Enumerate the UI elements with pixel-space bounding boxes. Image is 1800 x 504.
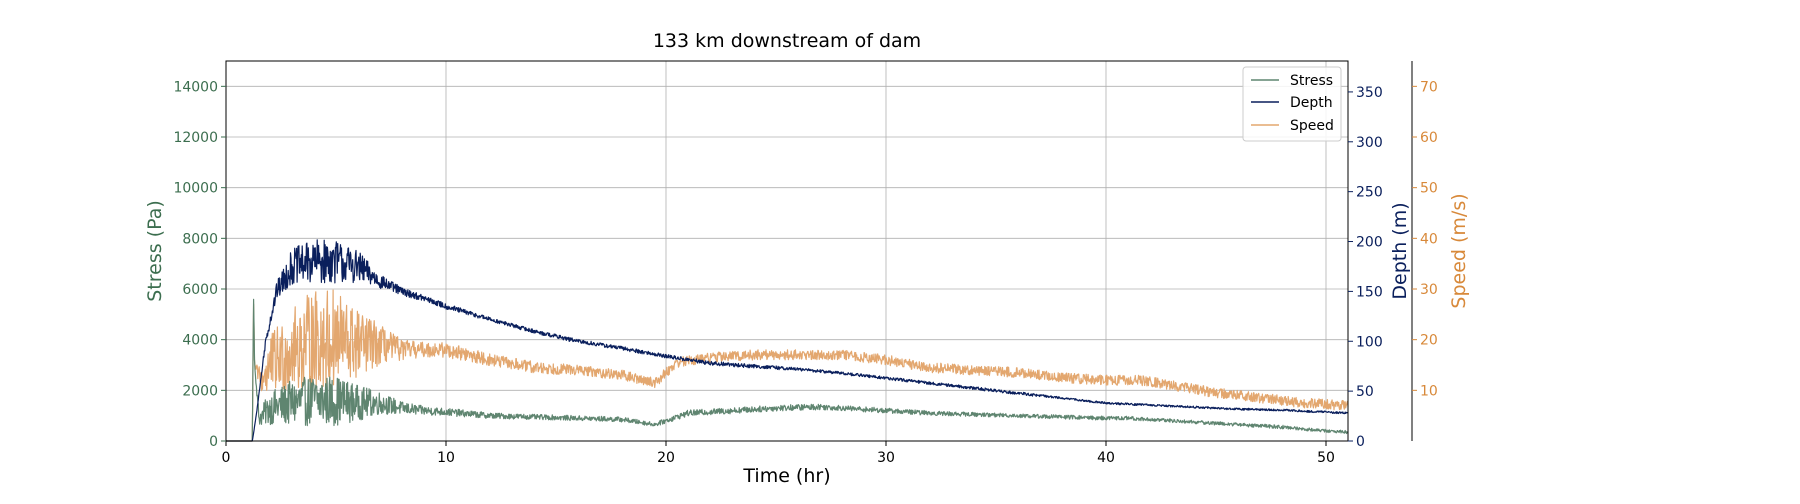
- chart-title: 133 km downstream of dam: [653, 30, 921, 52]
- depth-tick-label: 150: [1356, 284, 1383, 300]
- stress-tick-label: 4000: [182, 333, 218, 349]
- x-axis-label: Time (hr): [742, 465, 830, 487]
- plot-frame: [225, 60, 1349, 442]
- speed-tick-label: 10: [1420, 383, 1438, 399]
- stress-axis-label: Stress (Pa): [144, 200, 166, 302]
- stress-tick-label: 6000: [182, 282, 218, 298]
- x-tick-label: 40: [1097, 450, 1115, 466]
- depth-tick-label: 200: [1356, 235, 1383, 251]
- speed-tick-label: 60: [1420, 130, 1438, 146]
- series-layer: [225, 239, 1349, 442]
- series-stress-line: [225, 298, 1349, 442]
- stress-tick-label: 10000: [173, 181, 218, 197]
- axes: 0 10 20 30 40 5002000400060008000100001200014…: [173, 61, 1438, 466]
- x-tick-label: 30: [877, 450, 895, 466]
- depth-tick-label: 0: [1356, 434, 1365, 450]
- speed-tick-label: 40: [1420, 231, 1438, 247]
- speed-axis-label: Speed (m/s): [1448, 193, 1470, 308]
- depth-tick-label: 250: [1356, 185, 1383, 201]
- x-tick-label: 10: [437, 450, 455, 466]
- legend-stress-label: Stress: [1290, 73, 1333, 89]
- depth-tick-label: 300: [1356, 135, 1383, 151]
- legend-depth-label: Depth: [1290, 95, 1333, 111]
- depth-axis-label: Depth (m): [1389, 202, 1411, 299]
- speed-tick-label: 70: [1420, 79, 1438, 95]
- stress-tick-label: 0: [209, 434, 218, 450]
- x-tick-label: 0: [222, 450, 231, 466]
- depth-tick-label: 50: [1356, 384, 1374, 400]
- legend-speed-label: Speed: [1290, 118, 1334, 134]
- grid: [225, 61, 1348, 442]
- series-depth-line: [225, 239, 1349, 442]
- stress-tick-label: 14000: [173, 79, 218, 95]
- x-tick-label: 50: [1317, 450, 1335, 466]
- speed-tick-label: 50: [1420, 181, 1438, 197]
- legend-box: [1242, 66, 1342, 142]
- stress-tick-label: 2000: [182, 383, 218, 399]
- speed-tick-label: 20: [1420, 333, 1438, 349]
- series-speed-line: [225, 289, 1349, 442]
- depth-tick-label: 350: [1356, 85, 1383, 101]
- x-tick-label: 20: [657, 450, 675, 466]
- stress-tick-label: 12000: [173, 130, 218, 146]
- stress-tick-label: 8000: [182, 231, 218, 247]
- depth-tick-label: 100: [1356, 334, 1383, 350]
- speed-tick-label: 30: [1420, 282, 1438, 298]
- legend: Stress Depth Speed: [1242, 66, 1342, 142]
